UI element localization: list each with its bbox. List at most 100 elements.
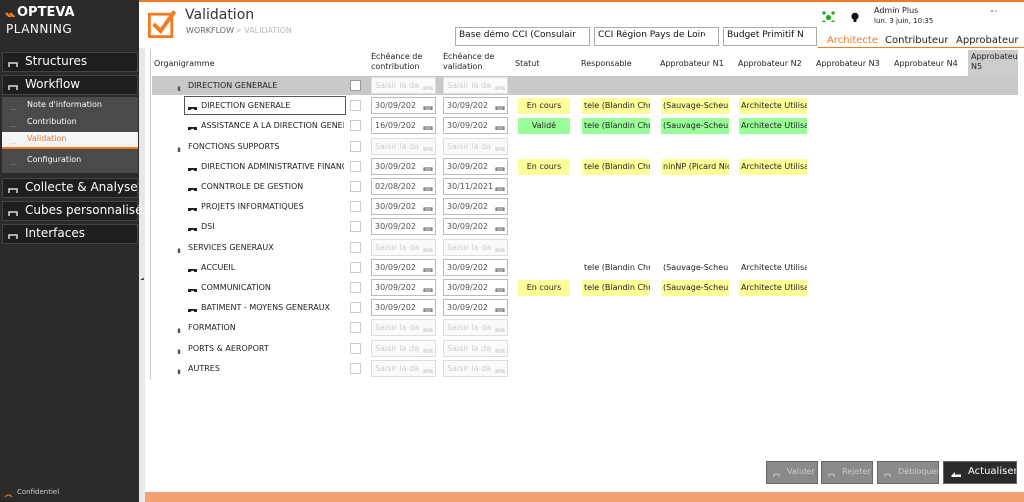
submenu-label[interactable]: Note d'information: [27, 100, 102, 109]
calendar-icon-svg: [423, 86, 433, 90]
date-input[interactable]: Saisir la da: [443, 339, 508, 357]
date-input[interactable]: 30/09/202: [371, 97, 436, 115]
row-checkbox[interactable]: [350, 322, 361, 334]
group-label[interactable]: PORTS & AEROPORT: [188, 343, 269, 353]
column-header[interactable]: Approbateur N4: [894, 59, 958, 68]
date-input[interactable]: Saisir la da: [443, 77, 508, 94]
date-input[interactable]: 30/09/202: [371, 258, 436, 276]
row-checkbox[interactable]: [350, 302, 361, 314]
column-header[interactable]: Approbateur N2: [738, 59, 802, 68]
date-input[interactable]: 30/09/202: [443, 117, 508, 135]
column-header[interactable]: Échéance de validation: [443, 52, 495, 71]
date-input[interactable]: Saisir la da: [371, 238, 436, 256]
submenu-label[interactable]: Configuration: [27, 155, 82, 164]
row-checkbox[interactable]: [350, 221, 361, 233]
date-input[interactable]: 30/09/202: [443, 97, 508, 115]
entity-label[interactable]: DIRECTION GENERALE: [201, 101, 291, 111]
date-input[interactable]: Saisir la da: [443, 359, 508, 377]
filter-dropdown[interactable]: Base démo CCI (Consulaire): [455, 27, 590, 46]
filter-dropdown[interactable]: CCI Région Pays de Loire: [594, 27, 719, 46]
date-input[interactable]: 30/09/202: [371, 299, 436, 317]
date-input[interactable]: 30/09/202: [371, 279, 436, 296]
group-label[interactable]: AUTRES: [188, 363, 220, 373]
date-text: Saisir la da: [375, 141, 420, 151]
date-input[interactable]: 30/09/202: [443, 299, 508, 317]
entity-label[interactable]: COMMUNICATION: [201, 283, 271, 292]
date-input[interactable]: 30/11/2021: [443, 178, 508, 195]
date-input[interactable]: Saisir la da: [443, 319, 508, 337]
group-icon-svg: [177, 147, 181, 152]
date-input[interactable]: Saisir la da: [443, 238, 508, 256]
tab[interactable]: Architecte: [827, 35, 878, 46]
group-label[interactable]: FONCTIONS SUPPORTS: [188, 141, 280, 151]
group-label[interactable]: FORMATION: [188, 323, 236, 333]
menu-item[interactable]: [2, 52, 138, 72]
menu-item[interactable]: [2, 75, 138, 95]
column-header[interactable]: Organigramme: [154, 59, 215, 68]
group-label[interactable]: SERVICES GENERAUX: [188, 242, 274, 252]
row-checkbox[interactable]: [350, 261, 361, 273]
date-input[interactable]: Saisir la da: [443, 137, 508, 155]
row-checkbox[interactable]: [350, 201, 361, 213]
menu-icon-svg: [8, 211, 18, 216]
collapse-arrow: [139, 270, 145, 280]
row-checkbox[interactable]: [350, 140, 361, 152]
date-input[interactable]: 30/09/202: [443, 157, 508, 175]
row-checkbox[interactable]: [350, 120, 361, 132]
date-input[interactable]: 30/09/202: [443, 218, 508, 236]
calendar-icon: [495, 141, 505, 151]
column-header[interactable]: Statut: [515, 59, 540, 68]
entity-label[interactable]: ASSISTANCE A LA DIRECTION GENER: [201, 121, 344, 131]
entity-label[interactable]: DIRECTION ADMINISTRATIVE FINANC: [201, 161, 344, 171]
row-checkbox[interactable]: [350, 342, 361, 354]
column-header[interactable]: Approbateur N3: [816, 59, 880, 68]
column-header[interactable]: Approbateur N1: [660, 59, 724, 68]
date-input[interactable]: 30/09/202: [371, 198, 436, 216]
date-input[interactable]: 30/09/202: [371, 218, 436, 236]
submenu-label[interactable]: Validation: [27, 134, 67, 143]
tab[interactable]: Contributeur: [885, 35, 949, 46]
action-button[interactable]: Actualiser: [943, 461, 1017, 484]
calendar-icon: [423, 120, 433, 131]
row-checkbox[interactable]: [350, 362, 361, 374]
group-label[interactable]: DIRECTION GENERALE: [188, 81, 278, 90]
date-input[interactable]: Saisir la da: [371, 319, 436, 337]
row-checkbox[interactable]: [350, 181, 361, 192]
date-input[interactable]: Saisir la da: [371, 359, 436, 377]
submenu-label[interactable]: Contribution: [27, 117, 77, 126]
action-button[interactable]: Débloquer: [877, 461, 939, 484]
date-input[interactable]: Saisir la da: [371, 77, 436, 94]
column-header[interactable]: Échéance de contribution: [371, 52, 423, 71]
column-header[interactable]: Responsable: [581, 59, 632, 68]
status-cell: En cours: [518, 98, 570, 115]
menu-item[interactable]: [2, 201, 138, 221]
date-input[interactable]: 30/09/202: [443, 279, 508, 296]
action-button[interactable]: Rejeter: [821, 461, 873, 484]
row-checkbox[interactable]: [350, 100, 361, 112]
calendar-icon: [423, 282, 433, 292]
menu-item[interactable]: [2, 224, 138, 244]
date-input[interactable]: 30/09/202: [443, 198, 508, 216]
row-checkbox[interactable]: [350, 160, 361, 172]
row-checkbox[interactable]: [350, 282, 361, 293]
date-input[interactable]: 30/09/202: [371, 157, 436, 175]
group-icon-svg: [177, 248, 181, 253]
date-input[interactable]: Saisir la da: [371, 137, 436, 155]
entity-label[interactable]: BATIMENT - MOYENS GENERAUX: [201, 303, 331, 313]
action-button[interactable]: Valider: [766, 461, 818, 484]
entity-label[interactable]: PROJETS INFORMATIQUES: [201, 202, 304, 212]
date-input[interactable]: 30/09/202: [443, 258, 508, 276]
menu-item[interactable]: [2, 178, 138, 198]
column-header[interactable]: Approbateur N5: [971, 52, 1017, 71]
entity-label[interactable]: CONNTROLE DE GESTION: [201, 182, 304, 191]
date-input[interactable]: Saisir la da: [371, 339, 436, 357]
date-input[interactable]: 02/08/202: [371, 178, 436, 195]
date-input[interactable]: 16/09/202: [371, 117, 436, 135]
filter-dropdown[interactable]: Budget Primitif N: [723, 27, 817, 46]
entity-icon: [188, 202, 197, 212]
row-checkbox[interactable]: [350, 80, 361, 91]
row-checkbox[interactable]: [350, 241, 361, 253]
entity-label[interactable]: DSI: [201, 222, 215, 232]
tab[interactable]: Approbateur: [956, 35, 1019, 46]
entity-label[interactable]: ACCUEIL: [201, 262, 236, 272]
